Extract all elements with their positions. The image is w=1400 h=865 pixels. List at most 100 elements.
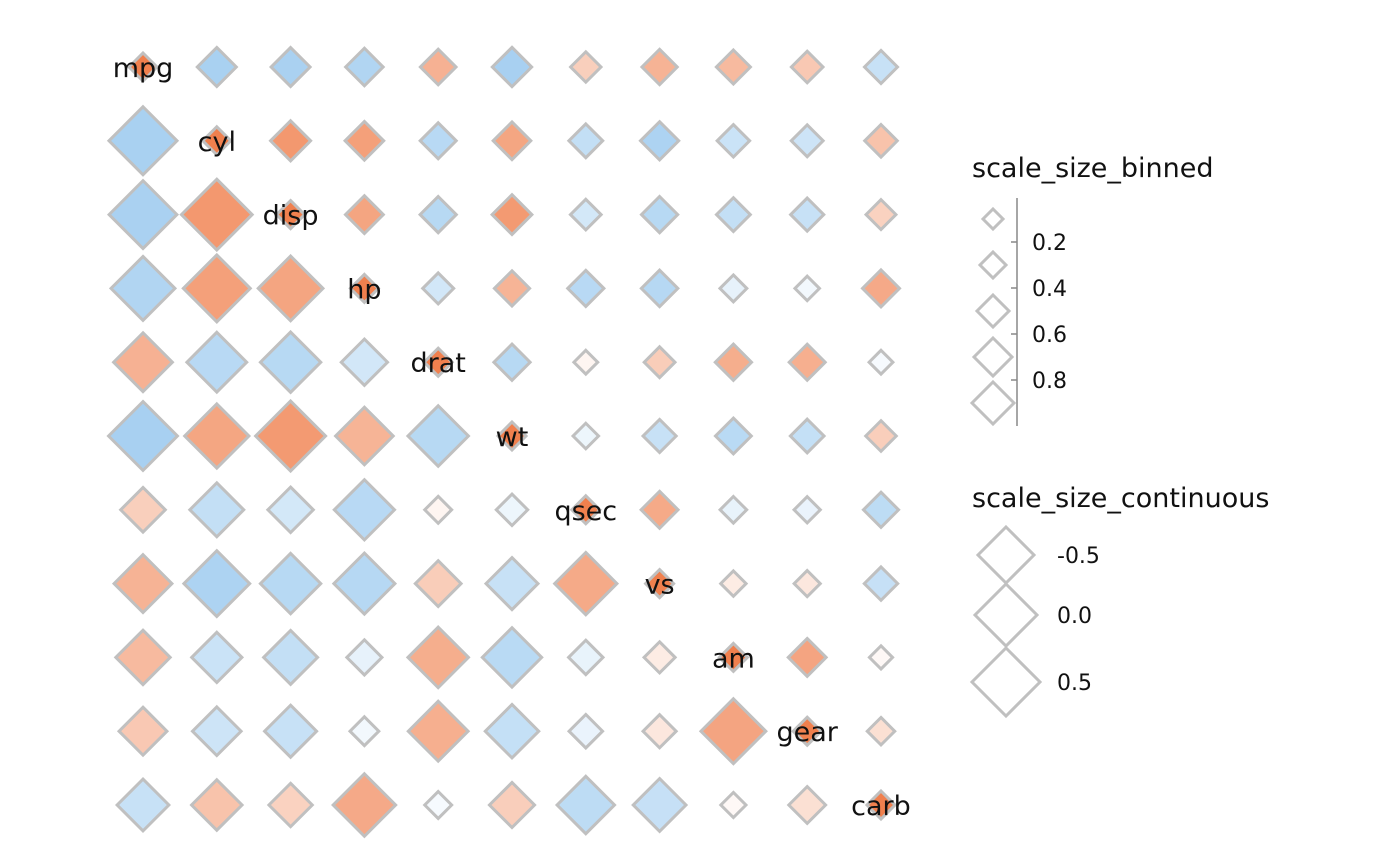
cell-mpg-disp bbox=[268, 45, 313, 89]
correlation-cells bbox=[106, 45, 902, 839]
cell-vs-drat bbox=[413, 558, 464, 609]
variable-labels: mpg cyl disp hp drat wt qsec vs am gear carb bbox=[113, 53, 911, 822]
cell-gear-disp bbox=[262, 703, 319, 760]
cell-am-vs bbox=[641, 639, 678, 676]
cell-am-cyl bbox=[189, 630, 245, 685]
cell-vs-carb bbox=[862, 564, 900, 603]
cell-wt-disp bbox=[253, 398, 328, 474]
variable-label-vs: vs bbox=[645, 570, 675, 601]
cell-cyl-wt bbox=[491, 119, 533, 162]
cell-wt-wt bbox=[495, 419, 529, 453]
variable-label-disp: disp bbox=[263, 201, 319, 232]
cell-mpg-am bbox=[714, 47, 753, 87]
cell-gear-carb bbox=[865, 715, 897, 748]
cell-hp-mpg bbox=[108, 254, 178, 323]
cell-am-mpg bbox=[113, 628, 173, 687]
cell-vs-wt bbox=[483, 555, 541, 612]
cell-hp-hp bbox=[348, 272, 381, 305]
cell-carb-cyl bbox=[189, 777, 245, 833]
cell-wt-mpg bbox=[106, 399, 180, 473]
cell-qsec-cyl bbox=[187, 480, 246, 539]
cell-mpg-carb bbox=[862, 48, 900, 86]
cell-vs-disp bbox=[258, 551, 323, 616]
cell-qsec-disp bbox=[265, 484, 316, 535]
variable-label-gear: gear bbox=[776, 717, 838, 748]
cell-drat-cyl bbox=[184, 330, 249, 395]
legend-binned-key-3 bbox=[971, 335, 1015, 379]
cell-carb-qsec bbox=[554, 774, 617, 836]
legend-scale-size-continuous: scale_size_continuous -0.5 0.0 0.5 bbox=[969, 483, 1269, 719]
cell-cyl-hp bbox=[342, 119, 386, 163]
cell-qsec-hp bbox=[332, 477, 397, 543]
cell-mpg-cyl bbox=[195, 45, 239, 89]
cell-drat-qsec bbox=[571, 348, 600, 377]
cell-drat-drat bbox=[422, 346, 455, 379]
cell-gear-cyl bbox=[190, 704, 244, 758]
cell-mpg-wt bbox=[490, 45, 534, 89]
cell-carb-am bbox=[718, 790, 749, 820]
cell-mpg-vs bbox=[639, 47, 680, 87]
cell-vs-mpg bbox=[111, 552, 175, 615]
cell-wt-cyl bbox=[182, 401, 252, 471]
cell-vs-cyl bbox=[181, 548, 252, 619]
legend-scale-size-binned: scale_size_binned 0.2 0.4 0.6 0.8 bbox=[969, 153, 1214, 427]
cell-gear-drat bbox=[406, 699, 471, 764]
cell-cyl-am bbox=[715, 122, 752, 160]
legend-binned-label-2: 0.6 bbox=[1032, 323, 1067, 348]
cell-carb-drat bbox=[422, 789, 454, 821]
cell-vs-vs bbox=[643, 567, 676, 600]
legend-binned-key-1 bbox=[977, 249, 1009, 281]
cell-carb-gear bbox=[786, 784, 828, 826]
cell-cyl-gear bbox=[789, 122, 826, 159]
cell-hp-vs bbox=[639, 268, 680, 309]
cell-mpg-drat bbox=[418, 47, 459, 87]
cell-qsec-am bbox=[717, 494, 749, 526]
legend-continuous-key-2 bbox=[969, 645, 1043, 719]
cell-gear-wt bbox=[483, 702, 541, 761]
cell-gear-vs bbox=[640, 712, 679, 750]
variable-label-drat: drat bbox=[411, 348, 466, 379]
cell-hp-qsec bbox=[565, 268, 607, 309]
cell-cyl-carb bbox=[862, 122, 900, 160]
cell-carb-disp bbox=[266, 781, 315, 829]
cell-disp-qsec bbox=[568, 197, 604, 233]
cell-cyl-vs bbox=[638, 119, 681, 163]
legend-binned-label-3: 0.8 bbox=[1032, 369, 1067, 394]
cell-drat-hp bbox=[339, 336, 390, 388]
cell-cyl-qsec bbox=[566, 121, 605, 160]
cell-am-am bbox=[717, 641, 750, 674]
cell-qsec-vs bbox=[639, 489, 681, 531]
legend-continuous-key-0 bbox=[975, 524, 1037, 586]
cell-hp-wt bbox=[492, 268, 532, 309]
variable-label-cyl: cyl bbox=[198, 127, 236, 158]
legend-binned-key-0 bbox=[980, 206, 1006, 232]
cell-gear-hp bbox=[347, 714, 381, 748]
cell-am-qsec bbox=[566, 638, 606, 677]
cell-disp-gear bbox=[788, 195, 826, 234]
cell-hp-disp bbox=[256, 253, 326, 323]
cell-wt-hp bbox=[333, 405, 396, 467]
cell-drat-wt bbox=[491, 341, 533, 383]
cell-disp-cyl bbox=[179, 177, 255, 253]
cell-am-gear bbox=[786, 636, 829, 679]
cell-hp-am bbox=[717, 272, 749, 304]
cell-am-carb bbox=[867, 643, 895, 672]
cell-carb-hp bbox=[331, 771, 398, 839]
legend-binned-label-1: 0.4 bbox=[1032, 277, 1067, 302]
cell-cyl-mpg bbox=[106, 104, 180, 177]
cell-vs-hp bbox=[331, 550, 398, 617]
legend-continuous-key-1 bbox=[972, 581, 1040, 649]
legend-continuous-label-1: 0.0 bbox=[1057, 604, 1092, 629]
cell-gear-mpg bbox=[116, 705, 170, 758]
variable-label-hp: hp bbox=[347, 274, 381, 305]
cell-disp-vs bbox=[639, 194, 680, 235]
cell-cyl-drat bbox=[418, 120, 459, 161]
legend-continuous-label-0: -0.5 bbox=[1057, 544, 1100, 569]
legend-binned-title: scale_size_binned bbox=[972, 153, 1214, 184]
legend-continuous-title: scale_size_continuous bbox=[972, 483, 1269, 514]
cell-wt-am bbox=[713, 415, 754, 457]
legend-binned-key-4 bbox=[969, 379, 1017, 427]
cell-carb-vs bbox=[631, 776, 689, 834]
legend-continuous-label-2: 0.5 bbox=[1057, 671, 1092, 696]
variable-label-mpg: mpg bbox=[113, 53, 174, 84]
